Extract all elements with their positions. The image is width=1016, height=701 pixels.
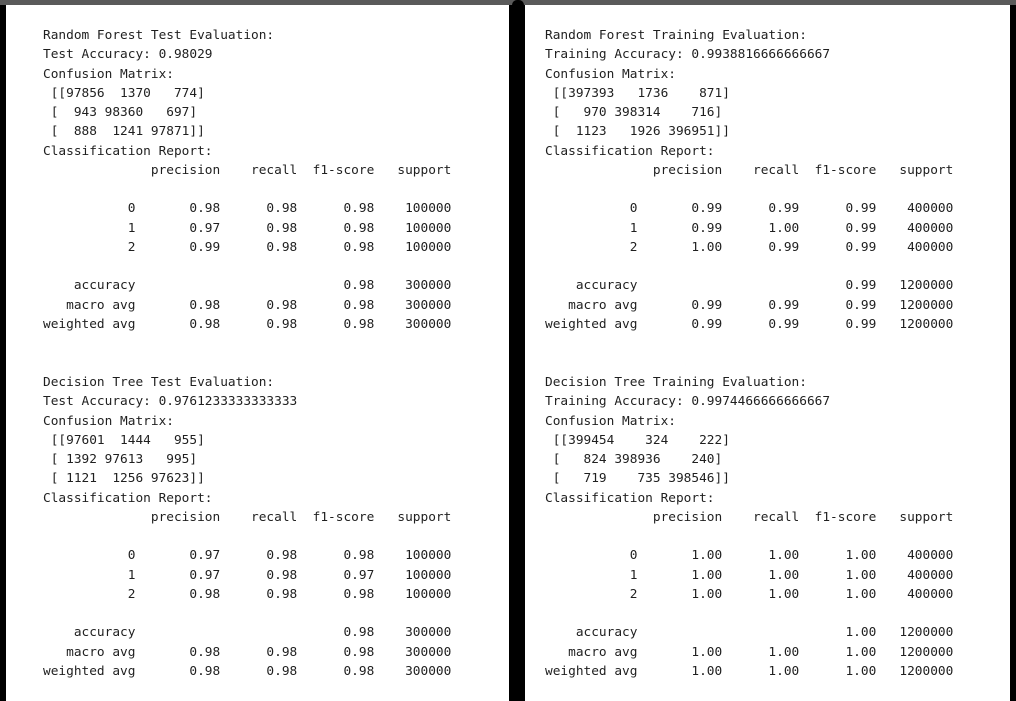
output-line: [ 1392 97613 995] (43, 452, 198, 467)
output-line: precision recall f1-score support (43, 162, 452, 178)
output-line: Training Accuracy: 0.9938816666666667 (545, 47, 831, 63)
output-line: precision recall f1-score support (545, 509, 954, 525)
output-line: 0 1.00 1.00 1.00 400000 (545, 548, 954, 564)
output-line: ​ (545, 180, 953, 199)
output-cell-training-evaluation: Random Forest Training Evaluation: Traini… (525, 5, 1010, 701)
output-line: macro avg 1.00 1.00 1.00 1200000 (545, 644, 954, 660)
output-line: ​ (43, 527, 451, 546)
output-line: Classification Report: (43, 490, 213, 506)
window-top-border (0, 0, 1016, 5)
output-line: 2 0.98 0.98 0.98 100000 (43, 586, 452, 602)
output-line: precision recall f1-score support (545, 162, 954, 178)
output-line: Confusion Matrix: (43, 413, 174, 429)
output-line: ​ (43, 257, 451, 276)
output-line: Training Accuracy: 0.9974466666666667 (545, 394, 831, 410)
output-line: [[397393 1736 871] (545, 85, 730, 101)
output-line: accuracy 0.98 300000 (43, 625, 452, 641)
output-line: 2 0.99 0.98 0.98 100000 (43, 239, 452, 255)
output-line: [ 719 735 398546]] (545, 471, 730, 487)
output-line: Confusion Matrix: (43, 66, 174, 82)
output-line: macro avg 0.99 0.99 0.99 1200000 (545, 297, 954, 313)
output-line: Decision Tree Test Evaluation: (43, 375, 275, 390)
output-line: Confusion Matrix: (545, 413, 676, 429)
output-line: macro avg 0.98 0.98 0.98 300000 (43, 644, 452, 660)
output-line: ​ (43, 180, 451, 199)
output-line: Random Forest Test Evaluation: (43, 28, 275, 43)
output-line: 2 1.00 1.00 1.00 400000 (545, 586, 954, 602)
output-line: [ 888 1241 97871]] (43, 124, 205, 140)
output-line: 0 0.99 0.99 0.99 400000 (545, 201, 954, 217)
output-line: [[97856 1370 774] (43, 85, 205, 101)
output-line: [ 824 398936 240] (545, 452, 723, 467)
output-line: macro avg 0.98 0.98 0.98 300000 (43, 297, 452, 313)
output-line: Classification Report: (545, 143, 715, 159)
output-line: accuracy 0.98 300000 (43, 278, 452, 294)
output-line: [ 943 98360 697] (43, 105, 198, 120)
output-line: Test Accuracy: 0.9761233333333333 (43, 394, 298, 410)
output-line: Random Forest Training Evaluation: (545, 28, 807, 43)
output-line: ​ (545, 257, 953, 276)
rf-training-output: Random Forest Training Evaluation: Traini… (545, 26, 953, 334)
output-line: Confusion Matrix: (545, 66, 676, 82)
output-line: [[97601 1444 955] (43, 432, 205, 448)
output-line: 1 0.97 0.98 0.97 100000 (43, 567, 452, 583)
output-line: weighted avg 0.98 0.98 0.98 300000 (43, 316, 452, 332)
output-line: [ 970 398314 716] (545, 105, 723, 120)
output-line: precision recall f1-score support (43, 509, 452, 525)
panel-divider (512, 0, 524, 701)
rf-test-output: Random Forest Test Evaluation: Test Accur… (43, 26, 451, 334)
dt-training-output: Decision Tree Training Evaluation: Traini… (545, 373, 953, 681)
output-line: ​ (545, 527, 953, 546)
output-line: weighted avg 0.98 0.98 0.98 300000 (43, 663, 452, 679)
output-cell-test-evaluation: Random Forest Test Evaluation: Test Accur… (6, 5, 509, 701)
output-line: Classification Report: (43, 143, 213, 159)
output-line: 0 0.98 0.98 0.98 100000 (43, 201, 452, 217)
output-line: weighted avg 0.99 0.99 0.99 1200000 (545, 316, 954, 332)
output-line: Classification Report: (545, 490, 715, 506)
output-line: 1 0.99 1.00 0.99 400000 (545, 220, 954, 236)
output-line: [[399454 324 222] (545, 432, 730, 448)
output-line: Test Accuracy: 0.98029 (43, 47, 213, 63)
output-line: 0 0.97 0.98 0.98 100000 (43, 548, 452, 564)
output-line: Decision Tree Training Evaluation: (545, 375, 807, 390)
output-line: weighted avg 1.00 1.00 1.00 1200000 (545, 663, 954, 679)
output-line: [ 1121 1256 97623]] (43, 471, 205, 487)
output-line: accuracy 1.00 1200000 (545, 625, 954, 641)
output-line: 1 1.00 1.00 1.00 400000 (545, 567, 954, 583)
output-line: ​ (545, 604, 953, 623)
dt-test-output: Decision Tree Test Evaluation: Test Accur… (43, 373, 451, 681)
output-line: accuracy 0.99 1200000 (545, 278, 954, 294)
output-line: [ 1123 1926 396951]] (545, 124, 730, 140)
output-line: 2 1.00 0.99 0.99 400000 (545, 239, 954, 255)
output-line: ​ (43, 604, 451, 623)
output-line: 1 0.97 0.98 0.98 100000 (43, 220, 452, 236)
